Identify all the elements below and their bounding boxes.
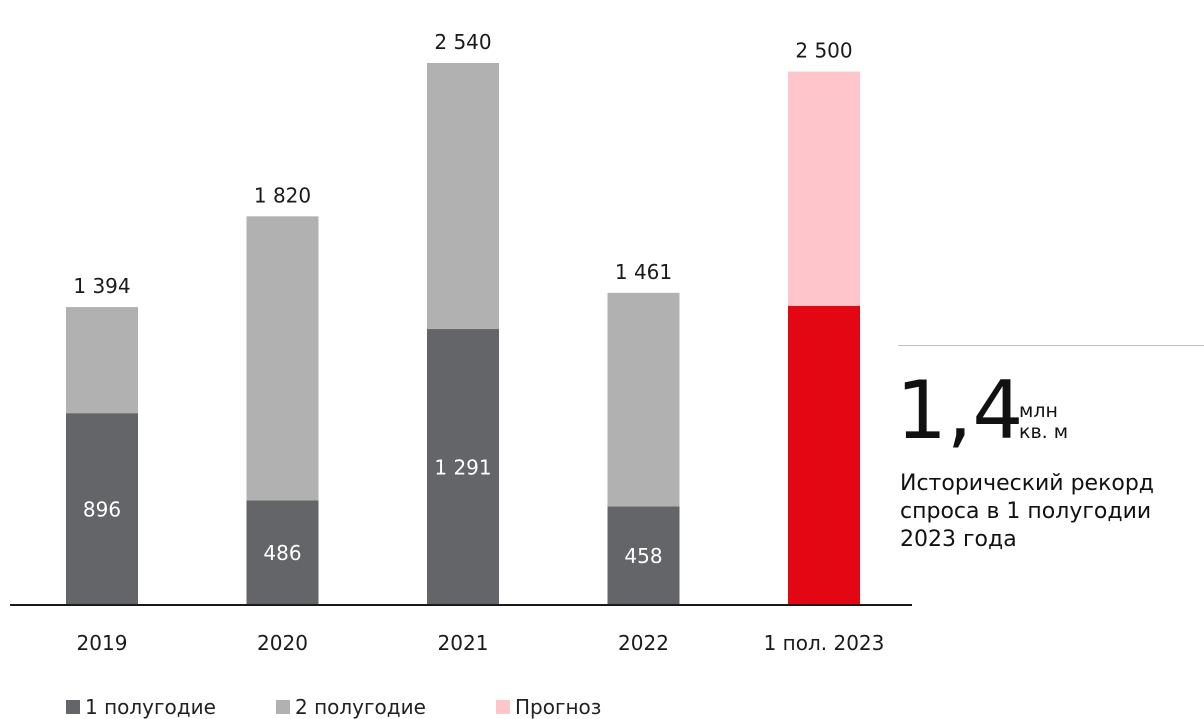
callout-unit-line1: млн — [1019, 400, 1058, 422]
bars-group — [66, 63, 860, 604]
legend-label-first-half: 1 полугодие — [85, 695, 216, 719]
bar-segment-1-1 — [66, 413, 138, 604]
x-tick-label-5: 1 пол. 2023 — [764, 631, 885, 655]
bar-segment-2-3 — [427, 63, 499, 330]
x-tick-label-2: 2020 — [257, 631, 308, 655]
legend-item-second-half: 2 полугодие — [276, 696, 426, 718]
bar-segment-2-2 — [246, 216, 319, 501]
x-tick-label-3: 2021 — [438, 631, 489, 655]
segment-label-2: 486 — [263, 541, 301, 565]
callout-unit-line2: кв. м — [1019, 421, 1069, 443]
legend-swatch-first-half — [66, 700, 80, 714]
stacked-bar-chart: 896 486 1 291 458 1 394 1 820 2 540 1 461 2 500… — [10, 30, 912, 655]
legend-swatch-second-half — [276, 700, 290, 714]
total-label-5: 2 500 — [795, 39, 852, 63]
legend-swatch-forecast — [496, 700, 510, 714]
total-labels-group: 1 394 1 820 2 540 1 461 2 500 — [73, 30, 852, 298]
total-label-4: 1 461 — [615, 260, 672, 284]
segment-labels-group: 896 486 1 291 458 — [83, 456, 663, 569]
bar-segment-1-3 — [427, 329, 499, 604]
segment-label-4: 458 — [624, 544, 662, 568]
x-tick-labels-group: 2019 2020 2021 2022 1 пол. 2023 — [77, 631, 885, 655]
callout-divider — [898, 345, 1204, 346]
legend-label-second-half: 2 полугодие — [295, 695, 426, 719]
total-label-2: 1 820 — [254, 183, 311, 207]
legend-item-forecast: Прогноз — [496, 696, 601, 718]
x-tick-label-1: 2019 — [77, 631, 128, 655]
bar-segment-1-2 — [246, 500, 319, 604]
x-tick-label-4: 2022 — [618, 631, 669, 655]
segment-label-3: 1 291 — [434, 456, 491, 480]
callout-description: Исторический рекорд спроса в 1 полугодии… — [900, 471, 1155, 552]
total-label-1: 1 394 — [73, 274, 130, 298]
bar-segment-1-4 — [607, 506, 680, 604]
callout-unit: млн кв. м — [1019, 401, 1068, 443]
segment-label-1: 896 — [83, 498, 121, 522]
total-label-3: 2 540 — [434, 30, 491, 54]
callout-value: 1,4 — [896, 364, 1024, 457]
bar-segment-2-4 — [607, 292, 680, 507]
bar-segment-3-5 — [788, 71, 860, 306]
legend-item-first-half: 1 полугодие — [66, 696, 216, 718]
bar-segment-1-5 — [788, 305, 860, 604]
bar-segment-2-1 — [66, 307, 138, 414]
legend-label-forecast: Прогноз — [515, 695, 602, 719]
